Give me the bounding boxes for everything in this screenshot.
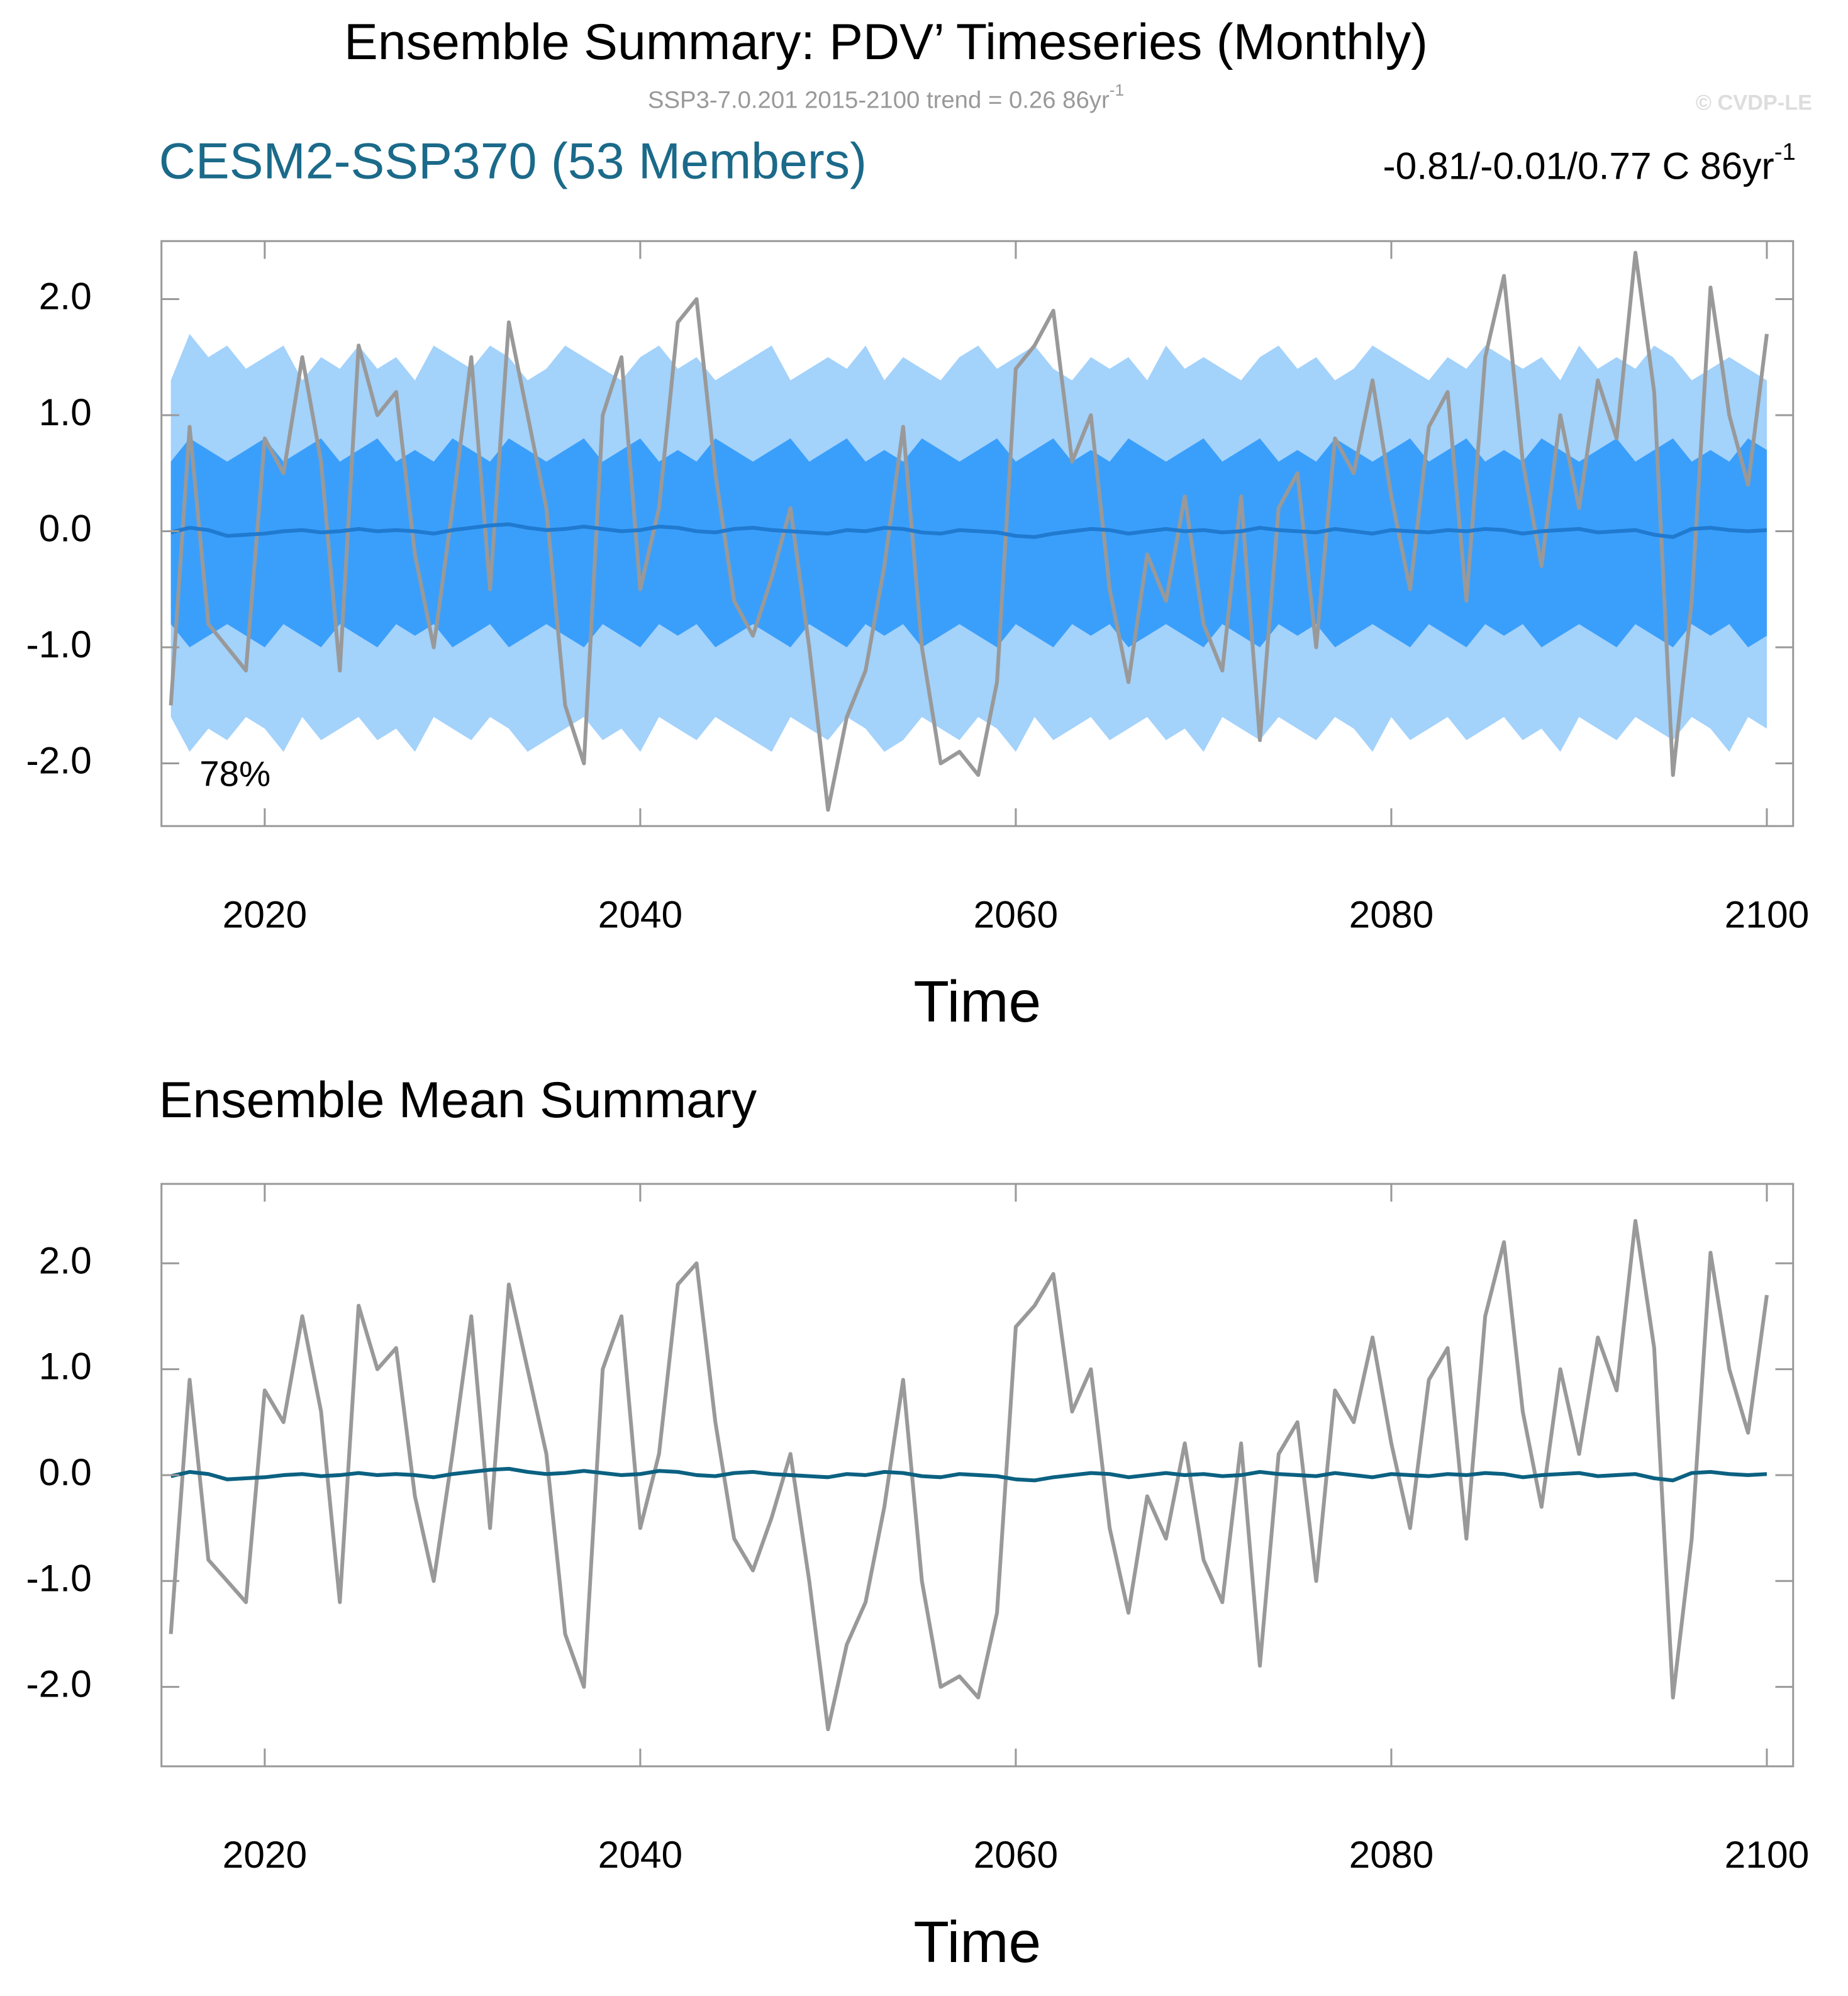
right-title-text: -0.81/-0.01/0.77 C 86yr (1383, 144, 1774, 187)
x-tick-label: 2060 (974, 1833, 1059, 1876)
spread-band (170, 438, 1767, 648)
x-tick-label: 2080 (1349, 893, 1434, 935)
panel-title: CESM2-SSP370 (53 Members) (159, 133, 867, 190)
x-tick-label: 2100 (1725, 893, 1810, 935)
series-line (170, 522, 1767, 539)
y-tick-label: 2.0 (39, 274, 92, 317)
x-tick-label: 2100 (1725, 1833, 1810, 1876)
y-tick-label: -1.0 (26, 623, 91, 666)
y-tick-label: 1.0 (39, 391, 92, 433)
copyright: © CVDP-LE (1696, 91, 1812, 114)
y-tick-label: -2.0 (26, 1663, 91, 1705)
subtitle: SSP3-7.0.201 2015-2100 trend = 0.26 86yr… (648, 81, 1124, 113)
subtitle-text: SSP3-7.0.201 2015-2100 trend = 0.26 86yr (648, 86, 1110, 113)
right-title-sup: -1 (1774, 138, 1796, 165)
y-tick-label: 0.0 (39, 507, 92, 550)
x-axis-label: Time (913, 1909, 1041, 1975)
series-line (169, 1218, 1769, 1731)
series-line (170, 1466, 1767, 1483)
annotation: 78% (199, 754, 270, 793)
plot-area (169, 250, 1769, 812)
panel-title: Ensemble Mean Summary (159, 1072, 757, 1129)
x-tick-label: 2040 (598, 1833, 683, 1876)
x-axis-label: Time (913, 969, 1041, 1034)
x-tick-label: 2020 (223, 893, 308, 935)
y-tick-label: 0.0 (39, 1451, 92, 1493)
plot-frame (160, 240, 1795, 827)
subtitle-sup: -1 (1110, 81, 1124, 99)
figure-title: Ensemble Summary: PDV’ Timeseries (Month… (344, 14, 1428, 70)
x-tick-label: 2020 (223, 1833, 308, 1876)
right-title: -0.81/-0.01/0.77 C 86yr-1 (1383, 138, 1796, 187)
x-tick-label: 2080 (1349, 1833, 1434, 1876)
y-tick-label: -1.0 (26, 1556, 91, 1599)
x-tick-label: 2040 (598, 893, 683, 935)
plot-area (169, 1218, 1769, 1731)
series-line (169, 250, 1769, 812)
y-tick-label: 2.0 (39, 1239, 92, 1281)
y-tick-label: -2.0 (26, 739, 91, 782)
x-tick-label: 2060 (974, 893, 1059, 935)
y-tick-label: 1.0 (39, 1345, 92, 1388)
